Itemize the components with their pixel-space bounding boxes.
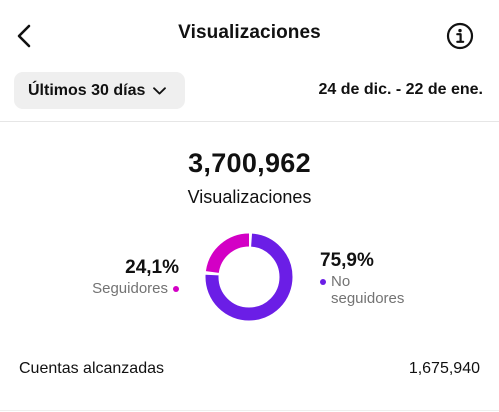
period-dropdown[interactable]: Últimos 30 días [14,72,185,109]
date-range: 24 de dic. - 22 de ene. [318,81,483,98]
non-followers-legend-label: No seguidores [320,273,416,307]
followers-legend-label: Seguidores [92,280,179,297]
back-button[interactable] [10,20,38,52]
info-circle-icon [446,22,474,50]
donut-segment-seguidores [205,233,293,321]
followers-percent: 24,1% [125,257,179,278]
non-followers-legend: 75,9% No seguidores [320,249,416,307]
metric-row-accounts-reached[interactable]: Cuentas alcanzadas 1,675,940 [0,358,499,384]
chevron-left-icon [17,24,31,48]
page-title: Visualizaciones [178,22,321,43]
period-label: Últimos 30 días [28,81,146,99]
total-views-value: 3,700,962 [188,148,311,178]
followers-legend: 24,1% Seguidores [92,256,179,297]
total-views-label: Visualizaciones [187,187,312,207]
filter-row: Últimos 30 días 24 de dic. - 22 de ene. [0,72,499,118]
bottom-divider [0,410,499,411]
metric-value: 1,675,940 [408,360,480,377]
non-followers-label: No seguidores [331,273,405,307]
followers-label: Seguidores [92,280,168,297]
info-button[interactable] [446,22,474,50]
non-followers-percent: 75,9% [320,250,374,271]
followers-dot [173,285,179,292]
donut-segment-no-seguidores [205,233,293,321]
non-followers-dot [320,279,326,285]
views-donut-chart [205,233,293,321]
metric-label: Cuentas alcanzadas [19,360,164,377]
chevron-down-icon [153,86,167,95]
header: Visualizaciones [0,0,499,72]
section-divider [0,121,499,122]
